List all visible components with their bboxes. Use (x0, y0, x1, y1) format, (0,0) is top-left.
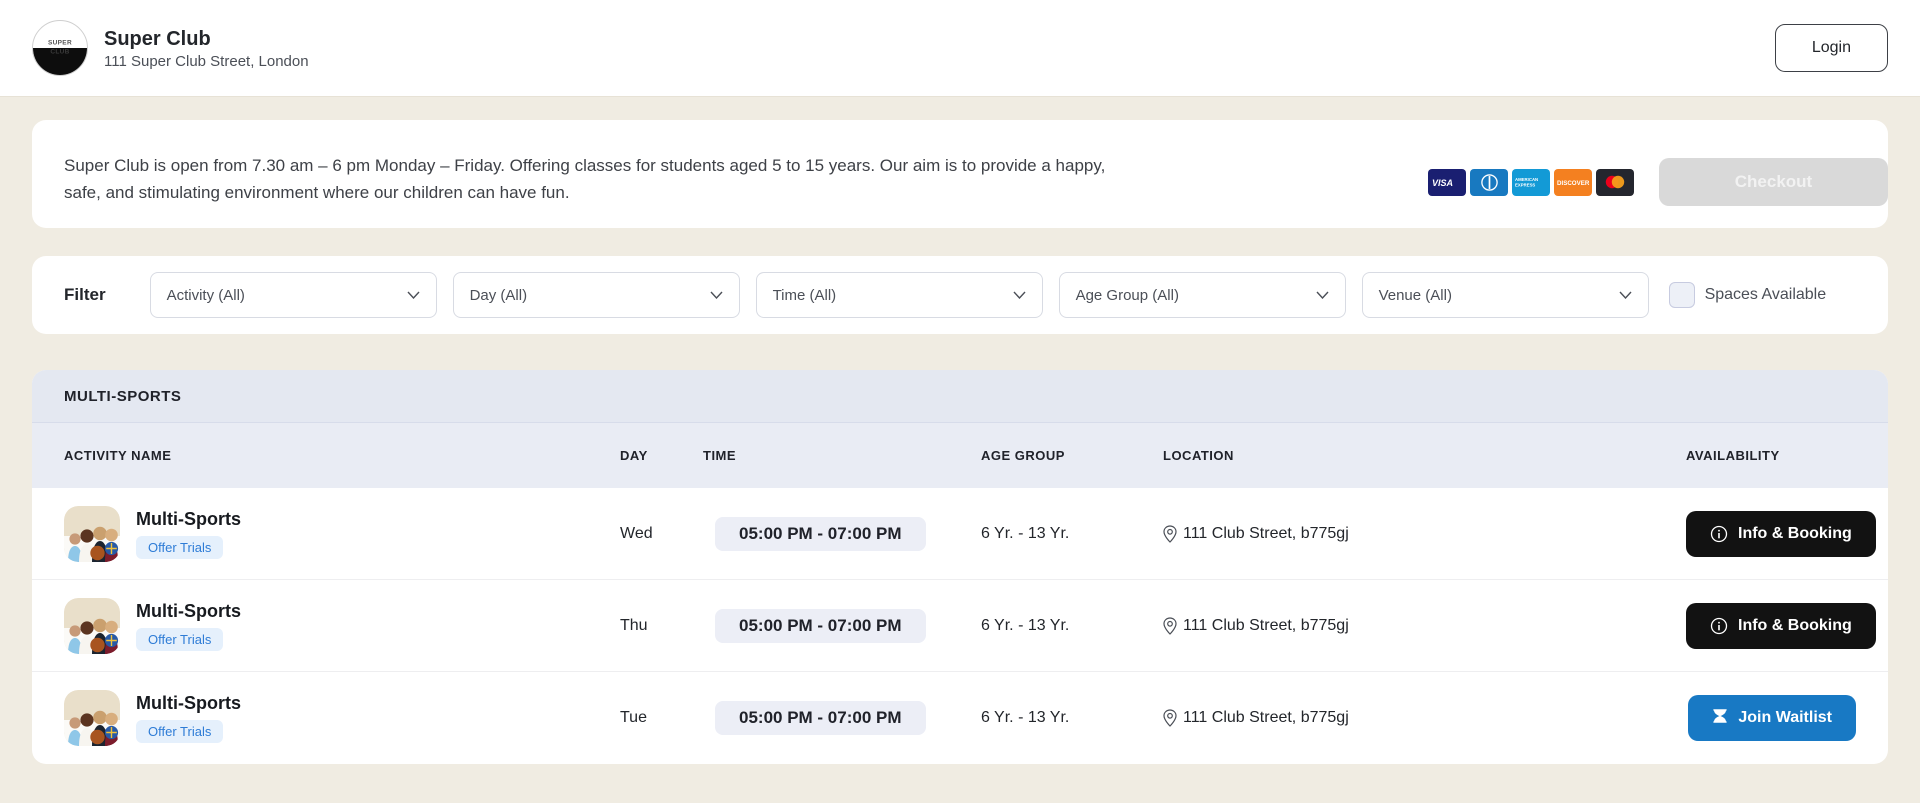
svg-text:VISA: VISA (1432, 178, 1453, 188)
svg-text:EXPRESS: EXPRESS (1515, 183, 1535, 188)
svg-text:DISCOVER: DISCOVER (1557, 180, 1590, 187)
svg-text:AMERICAN: AMERICAN (1515, 177, 1538, 182)
